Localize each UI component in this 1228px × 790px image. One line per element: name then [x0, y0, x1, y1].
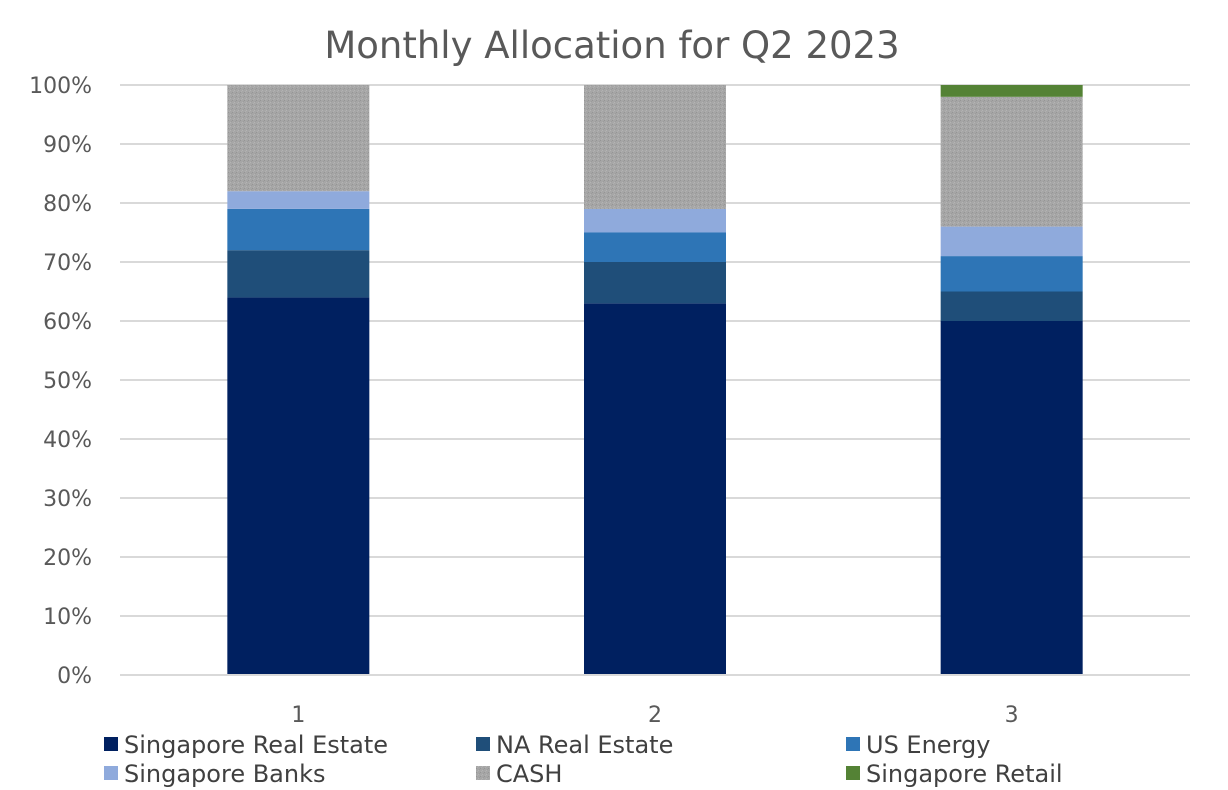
chart-title: Monthly Allocation for Q2 2023 — [324, 24, 899, 67]
bar-segment-singapore-real-estate-1 — [227, 297, 370, 675]
y-tick-label: 30% — [43, 487, 92, 512]
bar-segment-na-real-estate-2 — [584, 262, 726, 304]
bar-segment-singapore-banks-3 — [940, 226, 1083, 257]
bar-segment-cash-3 — [940, 96, 1083, 227]
legend-label: NA Real Estate — [496, 731, 673, 759]
legend: Singapore Real Estate NA Real Estate US En… — [104, 731, 1063, 788]
legend-swatch — [476, 766, 490, 780]
legend-swatch — [846, 766, 860, 780]
bar-segment-us-energy-2 — [584, 232, 726, 262]
bar-segment-cash-2 — [584, 85, 726, 209]
bar-segment-singapore-retail-3 — [940, 85, 1083, 97]
legend-swatch — [846, 737, 860, 751]
bar-segment-cash-1 — [227, 85, 370, 192]
bar-segment-us-energy-1 — [227, 208, 370, 251]
legend-item-singapore-retail: Singapore Retail — [846, 760, 1063, 788]
bar-segment-singapore-banks-2 — [584, 208, 726, 233]
bar-segment-na-real-estate-1 — [227, 250, 370, 298]
legend-item-singapore-banks: Singapore Banks — [104, 760, 326, 788]
x-axis-tick-labels: 1 2 3 — [291, 703, 1018, 728]
legend-item-cash: CASH — [476, 760, 562, 788]
x-tick-label: 3 — [1005, 703, 1019, 728]
y-tick-label: 50% — [43, 369, 92, 394]
legend-label: Singapore Retail — [866, 760, 1063, 788]
bar-segment-na-real-estate-3 — [940, 291, 1083, 321]
y-axis-tick-labels: 0% 10% 20% 30% 40% 50% 60% 70% 80% 90% 100% — [29, 74, 92, 689]
legend-label: US Energy — [866, 731, 990, 759]
y-tick-label: 10% — [43, 605, 92, 630]
legend-label: Singapore Real Estate — [124, 731, 388, 759]
y-tick-label: 80% — [43, 192, 92, 217]
y-tick-label: 70% — [43, 251, 92, 276]
y-tick-label: 40% — [43, 428, 92, 453]
bar-segment-singapore-banks-1 — [227, 191, 370, 209]
bar-segment-us-energy-3 — [940, 256, 1083, 292]
legend-item-singapore-real-estate: Singapore Real Estate — [104, 731, 388, 759]
legend-label: Singapore Banks — [124, 760, 326, 788]
legend-swatch — [476, 737, 490, 751]
bars — [227, 85, 1083, 675]
y-tick-label: 20% — [43, 546, 92, 571]
y-tick-label: 90% — [43, 133, 92, 158]
bar-segment-singapore-real-estate-3 — [940, 321, 1083, 675]
legend-swatch — [104, 737, 118, 751]
legend-item-na-real-estate: NA Real Estate — [476, 731, 673, 759]
x-tick-label: 2 — [648, 703, 662, 728]
legend-label: CASH — [496, 760, 562, 788]
y-tick-label: 0% — [57, 664, 92, 689]
bar-segment-singapore-real-estate-2 — [584, 303, 726, 675]
legend-swatch — [104, 766, 118, 780]
y-tick-label: 60% — [43, 310, 92, 335]
y-tick-label: 100% — [29, 74, 92, 99]
x-tick-label: 1 — [291, 703, 305, 728]
legend-item-us-energy: US Energy — [846, 731, 990, 759]
